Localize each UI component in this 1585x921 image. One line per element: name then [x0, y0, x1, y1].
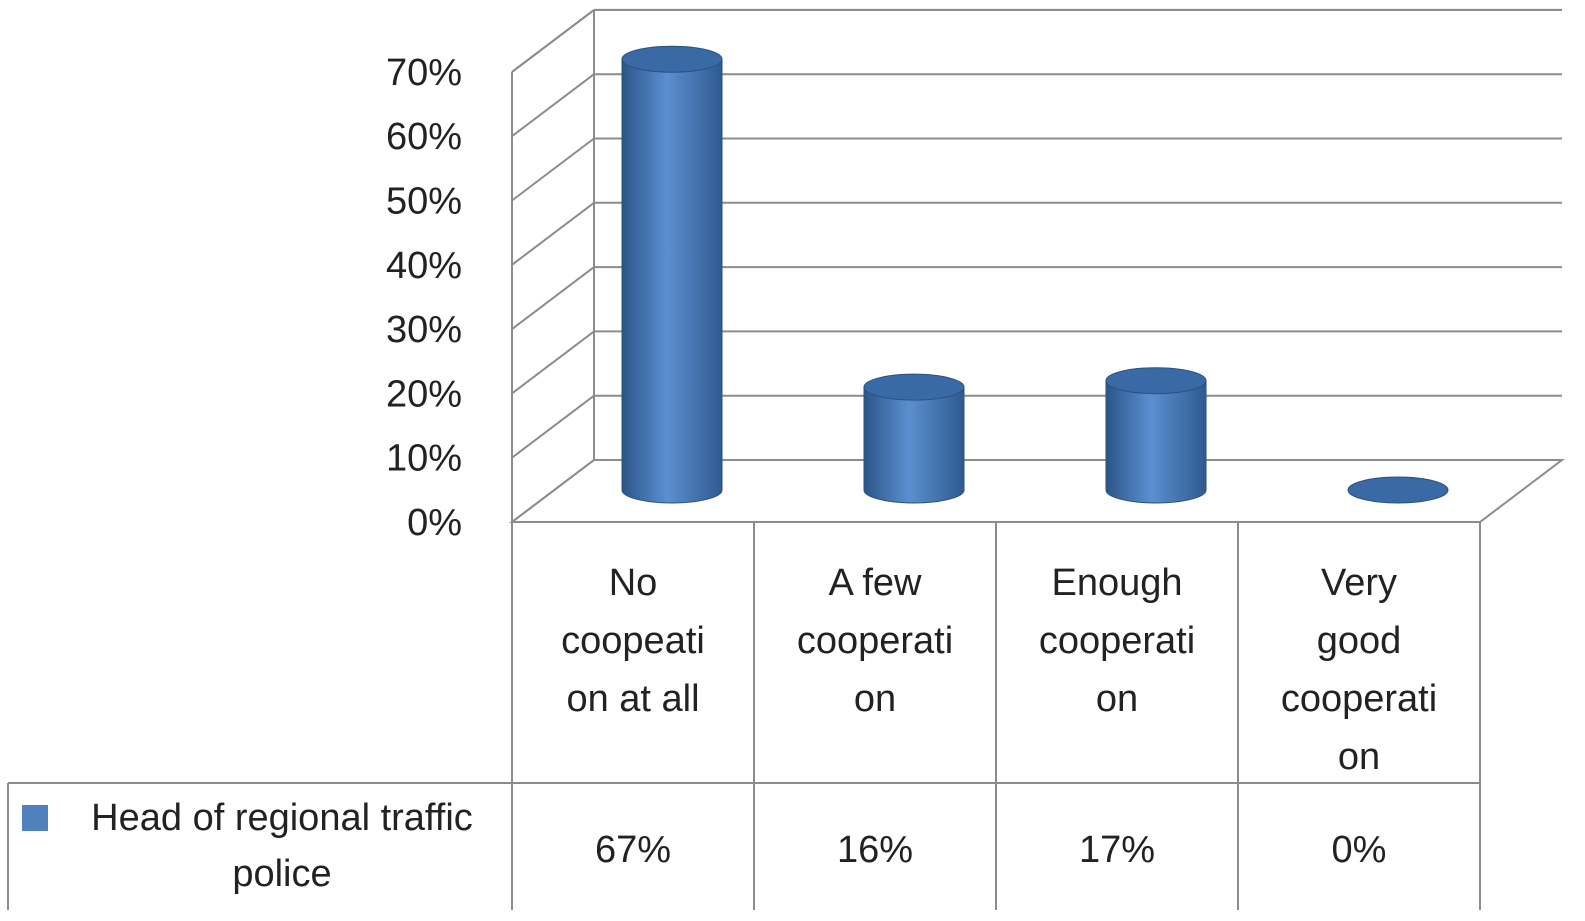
bars: [621, 45, 1449, 504]
value-label: 16%: [837, 829, 913, 871]
bar-top: [621, 45, 723, 73]
category-label: Very good cooperati on: [1281, 562, 1437, 778]
y-tick-label: 0%: [407, 502, 462, 544]
value-label: 0%: [1332, 829, 1387, 871]
gridline-side: [511, 73, 595, 137]
category-label: No coopeati on at all: [561, 562, 705, 720]
gridline-side: [511, 137, 595, 202]
bar-body: [1105, 380, 1207, 504]
category-label: Enough cooperati on: [1039, 562, 1195, 720]
bar-top: [1347, 476, 1449, 504]
y-tick-label: 10%: [386, 438, 462, 480]
bar: [1105, 367, 1207, 504]
y-tick-label: 60%: [386, 116, 462, 158]
gridline-side: [511, 266, 595, 330]
legend-series-name: Head of regional traffic police: [91, 797, 473, 895]
gridline-side: [511, 459, 595, 523]
y-tick-label: 70%: [386, 52, 462, 94]
bar-top: [1105, 367, 1207, 395]
bar: [863, 373, 965, 504]
y-tick-label: 20%: [386, 373, 462, 415]
data-table: No coopeati on at all A few cooperati on Enoug…: [7, 522, 1481, 910]
y-tick-label: 50%: [386, 181, 462, 223]
gridline-side: [511, 394, 595, 459]
gridlines: [511, 8, 1562, 523]
bar: [1347, 476, 1449, 504]
legend-swatch: [22, 805, 48, 831]
bar-top: [863, 373, 965, 401]
gridline-side: [511, 330, 595, 395]
bar-body: [863, 386, 965, 504]
value-label: 67%: [595, 829, 671, 871]
bar: [621, 45, 723, 504]
bar-body: [621, 58, 723, 504]
y-tick-label: 30%: [386, 309, 462, 351]
gridline-side: [511, 9, 595, 73]
value-label: 17%: [1079, 829, 1155, 871]
gridline-side: [511, 202, 595, 266]
y-axis-ticks: 0% 10% 20% 30% 40% 50% 60% 70%: [386, 52, 462, 544]
y-tick-label: 40%: [386, 245, 462, 287]
category-label: A few cooperati on: [797, 562, 953, 720]
